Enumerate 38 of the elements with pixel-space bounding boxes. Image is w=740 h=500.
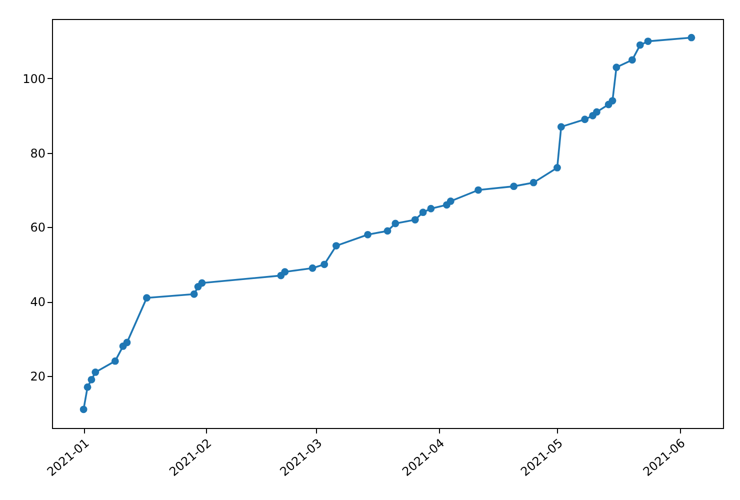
point [510, 182, 518, 190]
point [332, 242, 340, 250]
y-tick-label: 20 [30, 369, 46, 384]
point [198, 279, 206, 287]
point [644, 38, 652, 46]
point [427, 204, 435, 212]
point [411, 216, 419, 224]
point [612, 64, 620, 72]
point [308, 264, 316, 272]
point [446, 197, 454, 205]
point [111, 357, 119, 365]
point [581, 116, 589, 124]
point [384, 227, 392, 235]
point [364, 230, 372, 238]
point [419, 208, 427, 216]
point [530, 178, 538, 186]
point [474, 186, 482, 194]
point [190, 290, 198, 298]
y-tick-label: 60 [30, 220, 46, 235]
point [80, 406, 88, 414]
point [320, 260, 328, 268]
point [92, 368, 100, 376]
y-tick-label: 80 [30, 146, 46, 160]
point [688, 34, 696, 42]
point [392, 220, 400, 228]
point [281, 268, 289, 276]
point [636, 41, 644, 49]
point [557, 123, 565, 131]
y-tick-label: 100 [22, 72, 46, 86]
point [608, 97, 616, 104]
point [123, 338, 131, 346]
point [88, 376, 96, 384]
y-tick-label: 40 [30, 295, 46, 310]
point [628, 56, 636, 64]
point [84, 383, 92, 391]
point [592, 108, 600, 116]
point [554, 164, 561, 172]
point [143, 294, 150, 302]
